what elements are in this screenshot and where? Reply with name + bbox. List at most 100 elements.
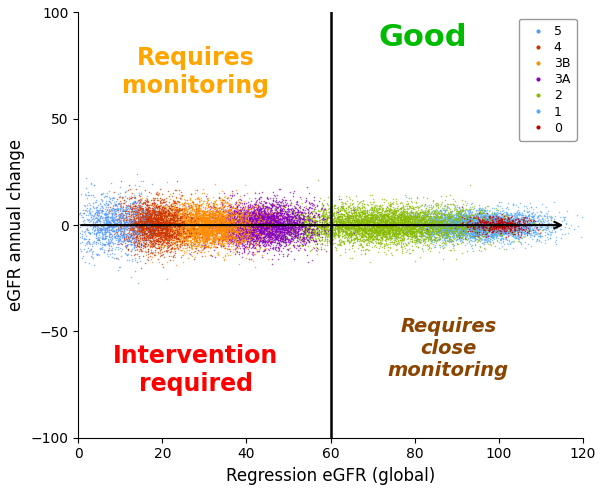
Point (336, 219, 346, 227)
Point (168, 196, 177, 204)
Point (431, 216, 441, 224)
Point (289, 238, 298, 246)
Point (267, 245, 277, 252)
Point (155, 224, 165, 232)
Point (361, 229, 370, 237)
Point (262, 231, 272, 239)
Point (144, 233, 154, 241)
Point (156, 234, 166, 242)
Point (161, 219, 171, 227)
Point (253, 234, 263, 242)
Point (528, 224, 537, 232)
Point (464, 221, 473, 229)
Point (212, 249, 222, 257)
Point (496, 227, 506, 235)
Point (144, 215, 154, 223)
Point (145, 226, 154, 234)
Point (303, 243, 313, 250)
Point (215, 226, 224, 234)
Point (299, 233, 309, 241)
Point (314, 213, 324, 220)
Point (189, 224, 198, 232)
Point (363, 218, 373, 226)
Point (453, 224, 463, 232)
Point (278, 235, 288, 243)
Point (131, 203, 140, 211)
Point (487, 224, 496, 232)
Point (494, 209, 504, 216)
Point (181, 219, 191, 227)
Point (157, 247, 166, 255)
Point (346, 214, 355, 221)
Point (223, 217, 233, 225)
Point (341, 209, 351, 216)
Point (384, 215, 394, 223)
Point (245, 206, 254, 214)
Point (423, 231, 432, 239)
Point (233, 228, 242, 236)
Point (283, 226, 292, 234)
Point (394, 221, 404, 229)
Point (393, 233, 403, 241)
Point (110, 211, 119, 218)
Point (481, 213, 491, 221)
Point (295, 214, 305, 221)
Point (500, 224, 510, 232)
Point (230, 250, 240, 258)
Point (150, 222, 160, 230)
Point (122, 242, 131, 250)
Point (443, 203, 452, 211)
Point (107, 234, 117, 242)
Point (361, 206, 370, 214)
Point (390, 208, 400, 216)
Point (166, 222, 176, 230)
Point (182, 229, 192, 237)
Point (475, 216, 485, 224)
Point (199, 223, 209, 231)
Point (474, 209, 484, 216)
Point (157, 226, 166, 234)
Point (246, 220, 256, 228)
Point (404, 216, 414, 224)
Point (434, 233, 444, 241)
Point (372, 213, 382, 221)
Point (397, 225, 407, 233)
Point (141, 248, 151, 256)
Point (412, 227, 421, 235)
Point (241, 221, 251, 229)
Point (192, 212, 201, 220)
Point (317, 236, 326, 244)
Point (438, 224, 447, 232)
Point (490, 216, 500, 224)
Point (99, 226, 109, 234)
Point (446, 227, 455, 235)
Point (175, 207, 185, 215)
Point (479, 220, 488, 228)
Point (140, 226, 150, 234)
Point (485, 223, 495, 231)
Point (98, 233, 108, 241)
Point (456, 214, 466, 222)
Point (362, 235, 371, 243)
Point (138, 216, 148, 224)
Point (459, 223, 469, 231)
Point (165, 226, 175, 234)
Point (520, 214, 529, 221)
Point (517, 215, 527, 223)
Point (323, 227, 333, 235)
Point (180, 218, 189, 226)
Point (510, 216, 520, 224)
Point (229, 220, 239, 228)
Point (147, 231, 156, 239)
Point (148, 219, 158, 227)
Point (346, 230, 355, 238)
Point (251, 216, 260, 224)
Point (232, 218, 241, 226)
Point (135, 225, 145, 233)
Point (361, 229, 370, 237)
Point (394, 218, 403, 226)
Point (206, 207, 215, 215)
Point (259, 225, 268, 233)
Point (438, 218, 448, 226)
Point (210, 225, 220, 233)
